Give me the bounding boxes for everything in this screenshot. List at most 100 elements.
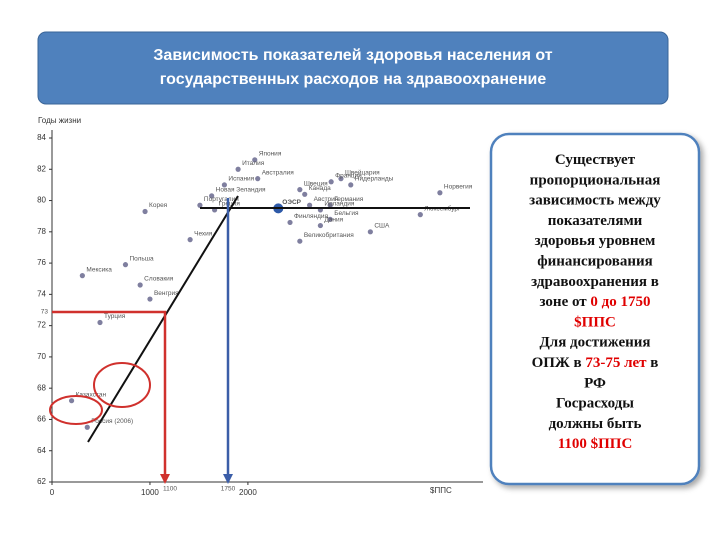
note-line: здравоохранения в — [531, 274, 659, 290]
annotation: 1100 — [163, 486, 177, 493]
y-tick-label: 72 — [37, 321, 46, 330]
note-line: показателями — [548, 213, 643, 229]
point-label: Германия — [334, 196, 364, 203]
point — [327, 202, 333, 208]
point-label: Япония — [259, 151, 282, 158]
point-label: Австрия — [314, 196, 339, 203]
y-tick-label: 84 — [37, 133, 46, 142]
point — [209, 193, 215, 199]
point-label: Швеция — [304, 180, 328, 187]
point-label: Казахстан — [76, 391, 107, 398]
note-segment: РФ — [584, 376, 606, 392]
point — [142, 208, 148, 215]
slide-title: Зависимость показателей здоровья населен… — [153, 47, 552, 64]
y-tick-label: 76 — [37, 258, 46, 267]
red-guide — [52, 310, 167, 478]
y-tick-label: 70 — [37, 352, 46, 361]
y-axis-label: Годы жизни — [38, 116, 81, 125]
note-line: Госрасходы — [556, 396, 634, 412]
trend-line — [87, 195, 239, 443]
point — [197, 202, 203, 208]
note: Существует пропорциональная зависимость ме… — [529, 152, 661, 452]
y-tick-label: 62 — [37, 477, 46, 486]
point — [297, 187, 303, 193]
x-tick-label: 0 — [50, 488, 55, 497]
point-label: Корея — [149, 202, 168, 209]
point — [328, 179, 334, 185]
note-line: здоровья уровнем — [535, 234, 656, 250]
note-segment: Существует — [555, 152, 636, 168]
point-label: Австралия — [262, 169, 295, 176]
note-line: должны быть — [549, 416, 642, 432]
note-line: $ППС — [574, 315, 616, 331]
note-box — [489, 132, 701, 486]
point-label: Ирландия — [324, 201, 354, 208]
y-tick-label: 74 — [37, 289, 46, 298]
note-segment: Для достижения — [539, 335, 650, 351]
point-label: Мексика — [86, 266, 112, 273]
point-label: Канада — [309, 185, 331, 192]
point-label: Венгрия — [154, 290, 179, 297]
point — [68, 398, 75, 404]
note-line: РФ — [584, 376, 606, 392]
point-label: Бельгия — [334, 210, 359, 217]
note-segment: $ППС — [574, 315, 616, 331]
point-label: Греция — [219, 201, 241, 208]
point-label: Нидерланды — [355, 176, 394, 183]
point-label: Франция — [335, 173, 362, 180]
point-label: Финляндия — [294, 213, 328, 220]
point-label: Норвегия — [444, 183, 473, 190]
note-line: финансирования — [537, 254, 653, 270]
point-label: Словакия — [144, 276, 174, 283]
point — [417, 212, 423, 218]
note-segment: показателями — [548, 213, 643, 229]
note-segment: здравоохранения в — [531, 274, 659, 290]
point-label: Польша — [129, 255, 154, 262]
annotation: 1750 — [221, 486, 236, 493]
y-tick-label: 82 — [37, 164, 46, 173]
plot: Годы жизни $ППС 62 64 66 68 70 72 74 76 78 80 82 84 0 1… — [37, 116, 483, 497]
point — [255, 176, 261, 182]
point — [327, 216, 333, 222]
note-line: пропорциональная — [530, 173, 661, 189]
point-label: Испания — [228, 176, 254, 183]
point — [122, 262, 129, 268]
point — [137, 282, 143, 288]
annotation: 73 — [41, 309, 49, 316]
point-label: Чехия — [194, 230, 213, 237]
note-line: 1100 $ППС — [558, 437, 633, 453]
x-axis-label: $ППС — [430, 486, 452, 495]
point — [348, 182, 354, 188]
note-line: зависимость между — [529, 193, 661, 209]
point — [97, 319, 103, 326]
y-tick-label: 78 — [37, 227, 46, 236]
point — [147, 296, 153, 302]
slide-title: государственных расходов на здравоохране… — [160, 71, 547, 88]
highlight-ellipse — [93, 362, 151, 408]
point — [252, 157, 258, 163]
note-segment: в — [647, 355, 659, 371]
point-label: Италия — [242, 160, 265, 167]
arrow — [160, 474, 170, 484]
note-segment: пропорциональная — [530, 173, 661, 189]
point — [187, 237, 193, 243]
point-label: Великобритания — [304, 231, 354, 239]
note-line: зоне от 0 до 1750 — [539, 295, 650, 311]
x-tick-label: 1000 — [141, 488, 159, 497]
point — [437, 190, 443, 196]
point-label: Дания — [324, 216, 343, 223]
note-segment: 1100 $ППС — [558, 437, 633, 453]
point — [367, 229, 373, 235]
note-segment: 0 до 1750 — [590, 295, 650, 311]
point — [79, 273, 85, 279]
y-tick-label: 80 — [37, 196, 46, 205]
point-label: Россия (2006) — [91, 418, 133, 425]
point — [307, 202, 313, 208]
y-tick-label: 64 — [37, 446, 46, 455]
title-box — [37, 31, 669, 105]
note-line: Существует — [555, 152, 636, 168]
note-line: ОПЖ в 73-75 лет в — [532, 355, 659, 371]
point-label: США — [374, 223, 390, 230]
note-segment: зависимость между — [529, 193, 661, 209]
